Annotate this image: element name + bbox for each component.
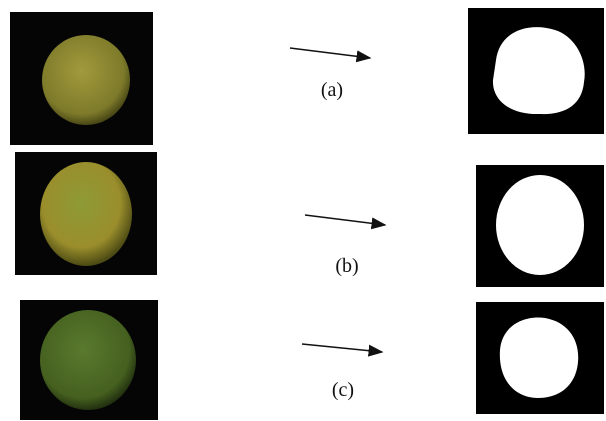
label: (b) xyxy=(335,255,358,277)
fruit xyxy=(42,35,130,125)
label: (a) xyxy=(321,79,343,101)
mask-blob xyxy=(500,317,578,398)
arrow xyxy=(290,48,370,58)
fruit xyxy=(40,162,132,266)
arrow xyxy=(302,344,382,352)
label: (c) xyxy=(332,379,354,401)
mask-blob xyxy=(493,27,585,114)
figure: (a) (b) (c) xyxy=(0,0,606,421)
mask-blob xyxy=(496,175,584,275)
fruit xyxy=(40,310,136,410)
arrow xyxy=(305,215,385,225)
